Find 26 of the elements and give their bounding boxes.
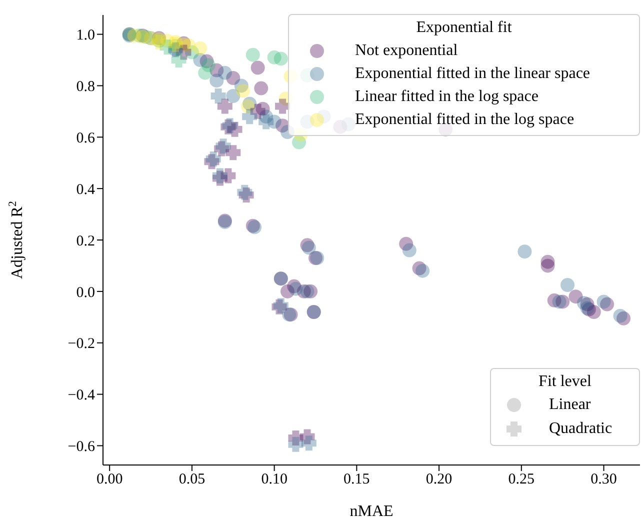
legend-label: Exponential fitted in the log space — [355, 110, 574, 128]
y-tick-label: 0.4 — [76, 182, 96, 198]
y-tick-label: 1.0 — [76, 28, 95, 44]
x-tick-label: 0.10 — [261, 472, 288, 488]
y-tick-label: −0.4 — [68, 388, 96, 404]
legend-title: Exponential fit — [415, 19, 513, 37]
y-tick-label: 0.2 — [76, 233, 95, 250]
x-tick-label: 0.15 — [344, 472, 370, 488]
y-tick-label: 0.8 — [76, 79, 95, 96]
y-tick-label: −0.6 — [68, 439, 96, 456]
y-tick-label: −0.2 — [68, 336, 95, 352]
x-tick-label: 0.00 — [96, 472, 123, 488]
x-tick-label: 0.20 — [426, 472, 452, 488]
legend-label: Exponential fitted in the linear space — [355, 64, 590, 82]
x-tick-label: 0.25 — [508, 472, 535, 488]
y-tick-label: 0.0 — [76, 284, 95, 301]
legend-label: Not exponential — [355, 42, 458, 60]
annotation: Quadratic — [549, 420, 612, 438]
annotation: Fit level — [538, 373, 592, 391]
x-tick-label: 0.30 — [590, 472, 617, 488]
x-axis-title: nMAE — [350, 503, 394, 520]
fit-level-key: Fit level Linear Quadratic — [490, 368, 640, 446]
y-tick-label: 0.6 — [76, 130, 96, 146]
legend-label: Linear fitted in the log space — [355, 88, 538, 106]
annotation: Linear — [549, 396, 591, 414]
x-tick-label: 0.05 — [178, 472, 206, 488]
